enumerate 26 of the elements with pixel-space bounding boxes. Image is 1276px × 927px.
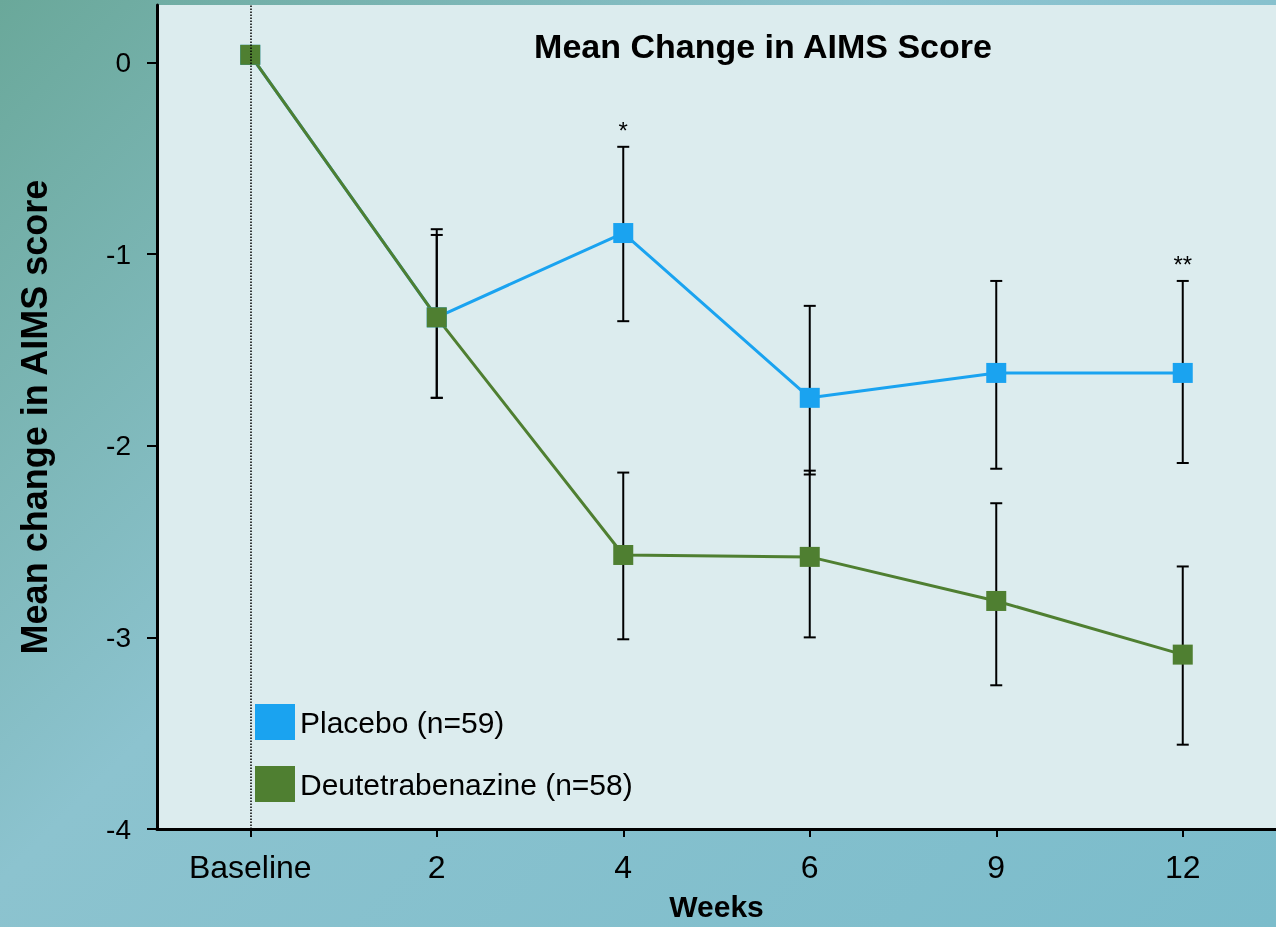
point: [799, 387, 820, 408]
text: Mean Change in AIMS Score: [534, 27, 992, 65]
legend-label: Deutetrabenazine (n=58): [300, 767, 633, 801]
y-tick-label: -4: [106, 813, 131, 845]
y-tick-label: -2: [106, 430, 131, 462]
point: [613, 223, 634, 244]
x-tick-label: 12: [1164, 849, 1201, 885]
x-tick-label: 9: [987, 849, 1006, 885]
x-tick-label: 6: [800, 849, 819, 885]
y-tick-label: 0: [115, 46, 131, 78]
point: [986, 362, 1007, 383]
y-tick-label: -1: [106, 238, 131, 270]
x-tick-label: Baseline: [188, 849, 312, 885]
point: [986, 590, 1007, 611]
y-axis-title: Mean change in AIMS score: [13, 179, 55, 655]
point: [1172, 362, 1193, 383]
x-tick-label: 4: [614, 849, 633, 885]
y-tick-label: -3: [106, 621, 131, 653]
point: [1172, 644, 1193, 665]
point: [799, 546, 820, 567]
annotation: *: [618, 117, 628, 145]
point: [613, 544, 634, 565]
x-axis-title: Weeks: [669, 889, 764, 923]
legend-label: Placebo (n=59): [300, 705, 505, 739]
x-tick-label: 2: [427, 849, 446, 885]
annotation: **: [1173, 251, 1193, 279]
